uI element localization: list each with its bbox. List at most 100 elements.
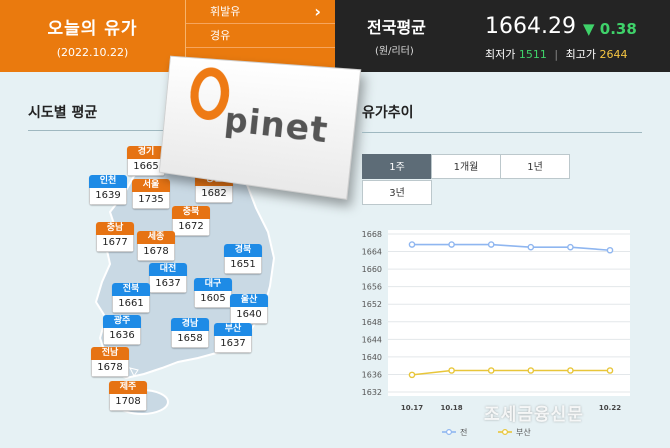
national-average-panel: 전국평균 (원/리터) 1664.29 ▼ 0.38 최저가 1511 | 최고… <box>335 0 670 72</box>
y-tick-label: 1648 <box>362 318 382 327</box>
x-tick-label: 10.17 <box>401 404 423 412</box>
chart-plot-area <box>388 230 630 396</box>
region-name: 인천 <box>89 175 127 188</box>
top-bar: 오늘의 유가 (2022.10.22) 휘발유 › 경유 전국평균 (원/리터)… <box>0 0 670 72</box>
region-name: 울산 <box>230 294 268 307</box>
region-marker[interactable]: 부산 1637 <box>214 323 252 353</box>
data-point <box>448 367 455 374</box>
x-tick-label: 10.18 <box>441 404 463 412</box>
region-price: 1637 <box>214 336 252 353</box>
region-marker[interactable]: 세종 1678 <box>137 231 175 261</box>
region-name: 충북 <box>172 206 210 219</box>
tab-1week[interactable]: 1주 <box>362 154 432 179</box>
region-marker[interactable]: 대전 1637 <box>149 263 187 293</box>
data-point <box>448 241 455 248</box>
y-tick-label: 1640 <box>362 353 382 362</box>
region-marker[interactable]: 충남 1677 <box>96 222 134 252</box>
legend-marker <box>445 429 452 436</box>
y-tick-label: 1656 <box>362 283 382 292</box>
y-tick-label: 1652 <box>362 300 382 309</box>
region-marker[interactable]: 전북 1661 <box>112 283 150 313</box>
region-price: 1640 <box>230 307 268 324</box>
region-marker[interactable]: 광주 1636 <box>103 315 141 345</box>
series-line <box>412 243 611 252</box>
region-name: 서울 <box>132 179 170 192</box>
tab-1month[interactable]: 1개월 <box>431 154 501 179</box>
data-point <box>408 241 416 248</box>
y-tick-label: 1636 <box>362 370 382 379</box>
legend-label: 부산 <box>516 427 531 437</box>
legend-label: 전 <box>460 427 467 437</box>
y-tick-label: 1632 <box>362 388 382 397</box>
fuel-gasoline-label: 휘발유 <box>210 5 241 18</box>
separator: | <box>554 48 559 61</box>
region-name: 대구 <box>194 278 232 291</box>
region-name: 경북 <box>224 244 262 257</box>
region-marker[interactable]: 인천 1639 <box>89 175 127 205</box>
watermark: 조세금융신문 <box>484 405 584 425</box>
region-marker[interactable]: 대구 1605 <box>194 278 232 308</box>
y-tick-label: 1664 <box>362 248 382 257</box>
data-point <box>606 367 614 374</box>
region-price: 1677 <box>96 235 134 252</box>
tab-1year[interactable]: 1년 <box>500 154 570 179</box>
national-unit: (원/리터) <box>375 46 414 57</box>
region-name: 대전 <box>149 263 187 276</box>
national-title: 전국평균 <box>367 18 426 37</box>
fuel-diesel[interactable]: 경유 <box>186 24 335 48</box>
y-tick-label: 1644 <box>362 335 382 344</box>
national-price: 1664.29 <box>485 14 576 39</box>
region-price: 1678 <box>137 244 175 261</box>
opinet-logo-text: pinet <box>222 100 331 152</box>
region-marker[interactable]: 충북 1672 <box>172 206 210 236</box>
region-marker[interactable]: 경기 1665 <box>127 146 165 176</box>
region-price: 1735 <box>132 192 170 209</box>
region-price: 1672 <box>172 219 210 236</box>
region-price: 1658 <box>171 331 209 348</box>
min-max-prices: 최저가 1511 | 최고가 2644 <box>485 46 627 62</box>
region-marker[interactable]: 울산 1640 <box>230 294 268 324</box>
max-value: 2644 <box>599 48 628 61</box>
region-marker[interactable]: 서울 1735 <box>132 179 170 209</box>
national-delta: ▼ 0.38 <box>583 20 637 38</box>
region-price: 1661 <box>112 296 150 313</box>
y-tick-label: 1668 <box>362 230 382 239</box>
region-price: 1605 <box>194 291 232 308</box>
regional-average-title: 시도별 평균 <box>28 105 98 121</box>
region-marker[interactable]: 경북 1651 <box>224 244 262 274</box>
chevron-right-icon[interactable]: › <box>314 2 321 21</box>
today-title: 오늘의 유가 <box>47 19 138 39</box>
price-trend-chart: 1632 1636 1640 1644 1648 1652 1656 1660 1664 1668… <box>362 230 630 437</box>
region-name: 전북 <box>112 283 150 296</box>
region-price: 1682 <box>195 186 233 203</box>
max-label: 최고가 <box>565 48 596 61</box>
region-marker[interactable]: 전남 1678 <box>91 347 129 377</box>
region-marker[interactable]: 제주 1708 <box>109 381 147 411</box>
region-name: 부산 <box>214 323 252 336</box>
region-name: 제주 <box>109 381 147 394</box>
data-point <box>567 243 574 251</box>
data-point <box>527 367 535 374</box>
price-trend-title: 유가추이 <box>362 105 414 121</box>
y-tick-label: 1660 <box>362 265 382 274</box>
fuel-gasoline[interactable]: 휘발유 › <box>186 0 335 24</box>
region-price: 1651 <box>224 257 262 274</box>
data-point <box>527 243 535 251</box>
min-value: 1511 <box>518 48 547 61</box>
series-line <box>411 369 610 376</box>
fuel-diesel-label: 경유 <box>210 29 231 42</box>
region-name: 경남 <box>171 318 209 331</box>
region-name: 전남 <box>91 347 129 360</box>
region-marker[interactable]: 경남 1658 <box>171 318 209 348</box>
data-point <box>487 367 495 374</box>
divider <box>362 132 642 133</box>
min-label: 최저가 <box>485 48 516 61</box>
data-point <box>567 367 574 374</box>
data-point <box>408 371 416 379</box>
today-date: (2022.10.22) <box>56 46 129 59</box>
region-name: 경기 <box>127 146 165 159</box>
region-price: 1678 <box>91 360 129 377</box>
region-name: 세종 <box>137 231 175 244</box>
region-price: 1708 <box>109 394 147 411</box>
tab-3year[interactable]: 3년 <box>362 180 432 205</box>
